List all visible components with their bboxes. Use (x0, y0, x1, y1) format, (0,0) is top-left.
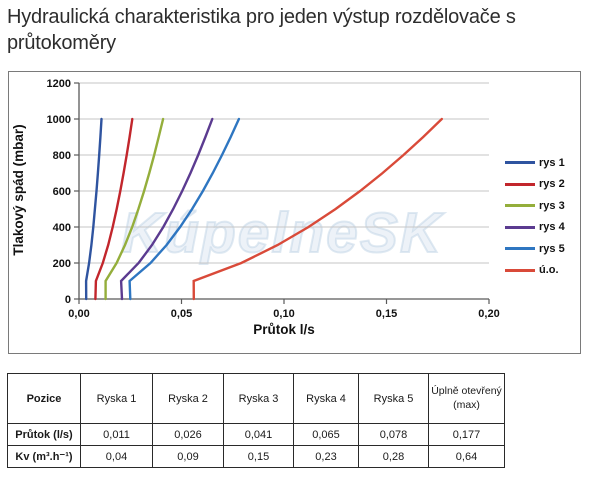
legend-label: rys 4 (539, 221, 565, 234)
table-cell-value: 0,041 (223, 423, 294, 446)
legend-item: rys 1 (505, 152, 565, 174)
legend-line-swatch (505, 268, 535, 272)
x-tick-label: 0,15 (376, 308, 397, 320)
series-line-rys-2 (94, 117, 134, 301)
table-column-header: Ryska 1 (80, 373, 153, 424)
table-cell-value: 0,065 (293, 423, 359, 446)
legend-item: rys 3 (505, 195, 565, 217)
table-column-header: Ryska 5 (358, 373, 429, 424)
page-title: Hydraulická charakteristika pro jeden vý… (7, 6, 516, 54)
table-column-header: Pozice (7, 373, 81, 424)
legend-item: rys 4 (505, 217, 565, 239)
table-cell-value: 0,04 (80, 445, 153, 468)
legend-line-swatch (505, 161, 535, 165)
legend-label: rys 3 (539, 199, 565, 212)
y-axis-title: Tlakový spád (mbar) (11, 124, 26, 256)
y-tick-label: 600 (53, 186, 71, 198)
table-column-header: Ryska 3 (223, 373, 294, 424)
legend-label: rys 5 (539, 242, 565, 255)
table-cell-value: 0,177 (428, 423, 505, 446)
x-tick-label: 0,05 (171, 308, 192, 320)
legend-item: rys 2 (505, 174, 565, 196)
y-tick-label: 0 (65, 294, 71, 306)
hydraulic-characteristic-chart: KúpelneSK 0 200 400 600 800 1000 1200 0,00 0,05 0… (8, 71, 581, 354)
series-line-rys-5 (128, 117, 241, 301)
x-tick-label: 0,10 (273, 308, 294, 320)
chart-legend: rys 1 rys 2 rys 3 rys 4 rys 5 ú.o. (505, 152, 565, 281)
y-tick-label: 1000 (47, 114, 71, 126)
table-cell-value: 0,28 (358, 445, 429, 468)
y-tick-label: 200 (53, 258, 71, 270)
y-tick-label: 400 (53, 222, 71, 234)
table-row-label: Průtok (l/s) (7, 423, 81, 446)
legend-line-swatch (505, 182, 535, 186)
table-column-header: Ryska 2 (152, 373, 224, 424)
series-line-rys-3 (104, 117, 165, 301)
table-row: Kv (m³.h⁻¹) 0,04 0,09 0,15 0,23 0,28 0,64 (7, 445, 505, 468)
table-cell-value: 0,23 (293, 445, 359, 468)
y-tick-label: 1200 (47, 78, 71, 90)
table-header-row: Pozice Ryska 1 Ryska 2 Ryska 3 Ryska 4 Ryska … (7, 373, 505, 424)
table-row: Průtok (l/s) 0,011 0,026 0,041 0,065 0,078 0,1… (7, 423, 505, 446)
table-cell-value: 0,09 (152, 445, 224, 468)
plot-area: 0 200 400 600 800 1000 1200 0,00 0,05 0,10 0,15 0,2… (47, 78, 500, 320)
table-cell-value: 0,011 (80, 423, 153, 446)
legend-label: rys 1 (539, 156, 565, 169)
series-line-rys-4 (119, 117, 214, 301)
legend-line-swatch (505, 204, 535, 208)
table-column-header: Ryska 4 (293, 373, 359, 424)
y-tick-label: 800 (53, 150, 71, 162)
table-cell-value: 0,026 (152, 423, 224, 446)
flow-kv-table: Pozice Ryska 1 Ryska 2 Ryska 3 Ryska 4 Ryska … (7, 373, 505, 468)
table-column-header: Úplně otevřený (max) (428, 373, 505, 424)
series-line--o- (192, 117, 443, 301)
table-cell-value: 0,64 (428, 445, 505, 468)
legend-label: rys 2 (539, 178, 565, 191)
legend-item: ú.o. (505, 260, 565, 282)
legend-line-swatch (505, 225, 535, 229)
x-tick-label: 0,20 (478, 308, 499, 320)
table-cell-value: 0,078 (358, 423, 429, 446)
table-cell-value: 0,15 (223, 445, 294, 468)
series-line-rys-1 (84, 117, 103, 301)
table-row-label: Kv (m³.h⁻¹) (7, 445, 81, 468)
legend-label: ú.o. (539, 264, 559, 277)
x-axis-title: Průtok l/s (253, 322, 315, 337)
legend-item: rys 5 (505, 238, 565, 260)
x-tick-label: 0,00 (68, 308, 89, 320)
legend-line-swatch (505, 247, 535, 251)
